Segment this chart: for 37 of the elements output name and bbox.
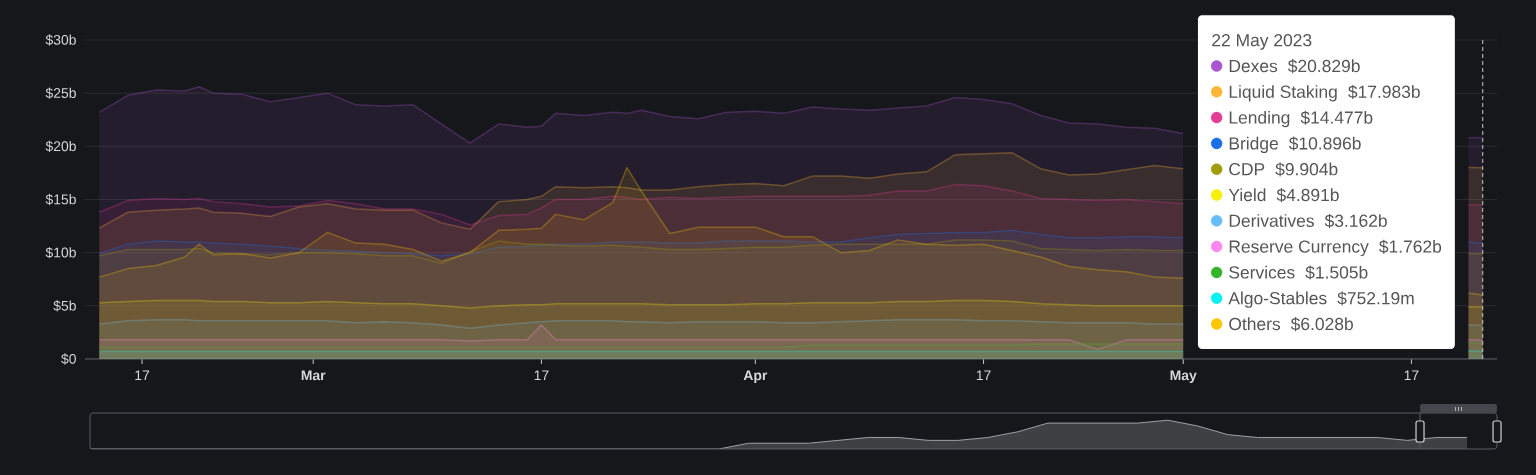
legend-label: CDP [1229,163,1265,176]
annotation: $1.505b [1305,265,1368,280]
x-tick-label: Apr [743,370,768,384]
annotation: $1.762b [1379,239,1442,254]
legend-label: Yield [1228,188,1266,202]
x-tick-label: 17 [534,370,549,381]
annotation: $3.162b [1324,213,1387,228]
x-tick-label: Mar [301,370,326,381]
annotation: $6.028b [1290,317,1353,332]
y-tick-label: $5b [53,300,76,312]
annotation: $752.19m [1337,291,1414,306]
y-tick-label: $10b [45,247,76,259]
x-tick-label: May [1170,370,1197,384]
annotation: $10.896b [1288,136,1361,151]
legend-label: Derivatives [1229,214,1314,227]
legend-label: Algo-Stables [1228,291,1327,308]
x-tick-label: 17 [135,370,150,381]
legend-label: Services [1229,265,1295,279]
legend-label: Liquid Staking [1229,85,1337,102]
x-tick-label: 17 [1404,370,1419,381]
annotation: $4.891b [1276,188,1339,203]
annotation: $17.983b [1348,84,1420,99]
y-tick-label: $15b [45,193,76,206]
legend-label: Others [1229,317,1281,331]
legend-label: Lending [1229,110,1290,128]
y-tick-label: $0 [61,353,76,365]
x-tick-label: 17 [976,370,991,381]
y-tick-label: $30b [45,34,76,46]
y-tick-label: $20b [45,140,76,152]
annotation: $14.477b [1300,110,1373,125]
annotation: $20.829b [1287,59,1360,74]
legend-label: Dexes [1229,59,1278,73]
y-tick-label: $25b [45,87,76,99]
annotation: $9.904b [1275,162,1338,177]
legend-label: Bridge [1229,136,1278,154]
legend-label: Reserve Currency [1229,240,1369,257]
legend-title: 22 May 2023 [1212,34,1312,50]
